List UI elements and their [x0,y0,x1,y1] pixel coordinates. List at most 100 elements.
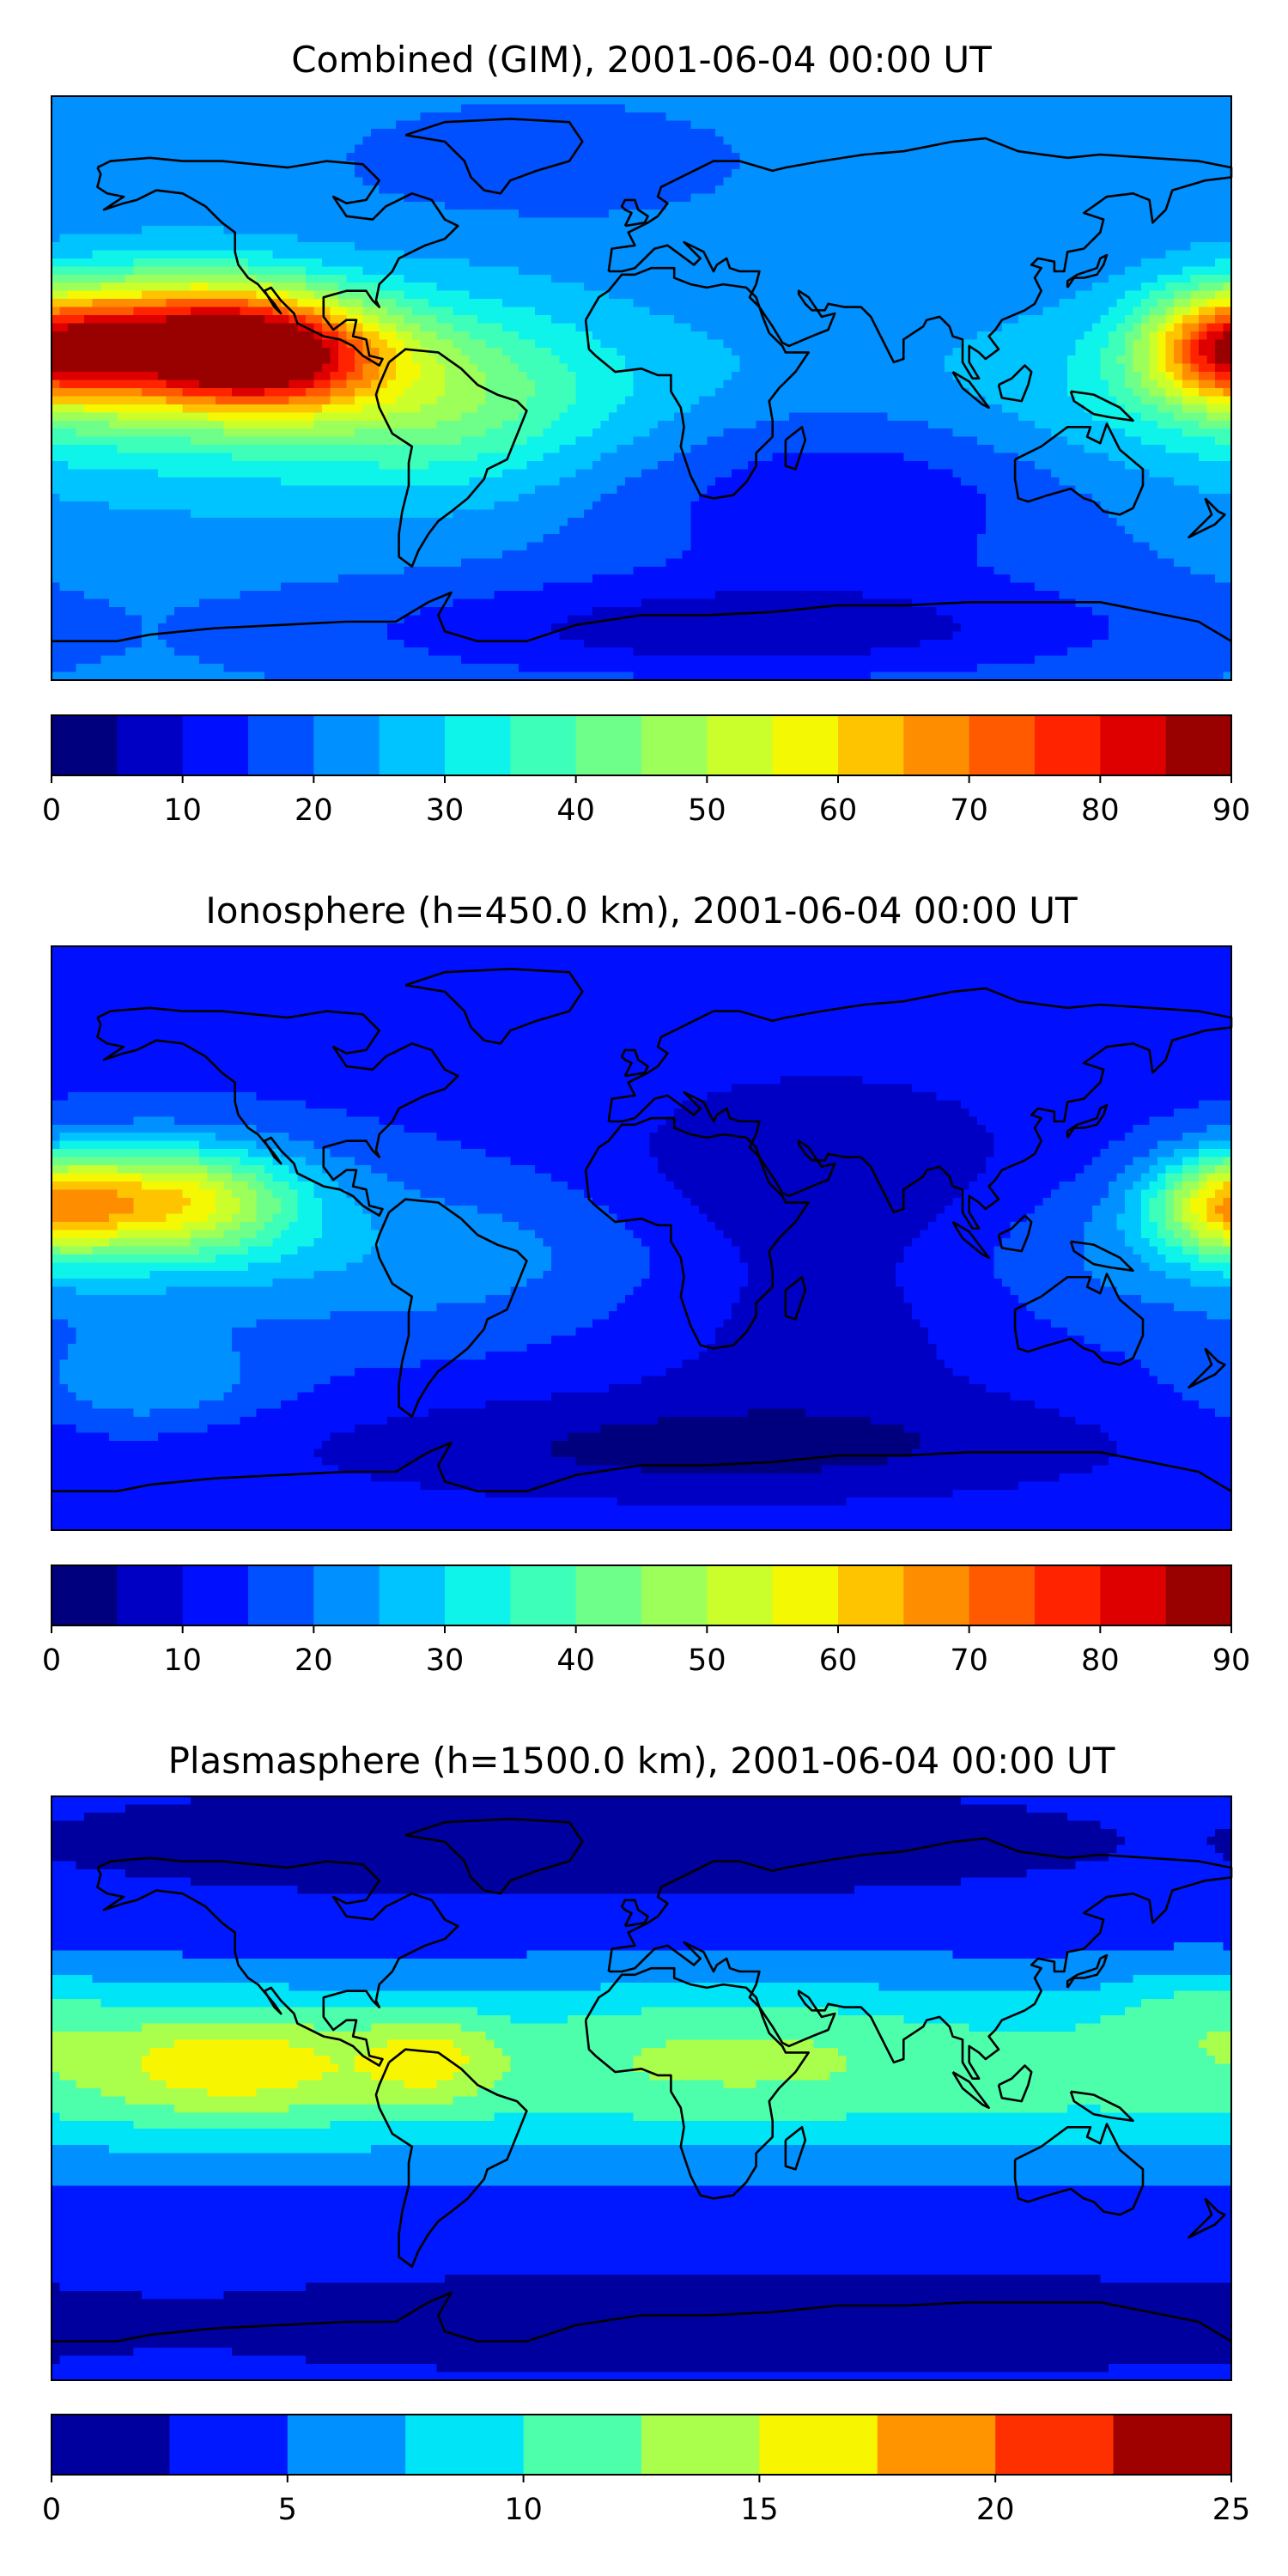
contour-cell [404,372,413,381]
contour-cell [1141,355,1151,365]
contour-cell [256,112,265,121]
contour-cell [1042,193,1052,203]
contour-cell [387,226,397,235]
contour-cell [1067,266,1077,276]
contour-cell [76,144,85,154]
contour-cell [272,153,282,162]
contour-cell [518,372,528,381]
contour-cell [1116,128,1126,137]
contour-cell [903,250,913,259]
contour-cell [846,177,855,186]
contour-cell [485,299,495,308]
contour-cell [895,137,904,146]
contour-cell [76,169,85,179]
contour-cell [494,161,503,170]
contour-cell [1100,347,1109,356]
contour-cell [198,144,208,154]
contour-cell [707,210,716,219]
contour-cell [1035,234,1044,243]
contour-cell [936,104,945,113]
contour-cell [395,274,404,283]
contour-cell [1051,120,1060,130]
contour-cell [92,242,101,252]
contour-cell [337,96,348,106]
contour-cell [772,185,781,194]
contour-cell [1141,112,1151,121]
contour-cell [526,290,536,300]
contour-cell [346,153,355,162]
contour-cell [76,161,85,170]
contour-cell [518,226,528,235]
contour-cell [1182,274,1191,283]
contour-cell [1214,274,1224,283]
contour-cell [436,347,446,356]
contour-cell [993,250,1003,259]
contour-cell [117,363,126,373]
contour-cell [649,161,659,170]
contour-cell [1108,242,1118,252]
contour-cell [821,226,831,235]
contour-cell [1124,250,1134,259]
contour-cell [133,315,143,325]
contour-cell [707,307,716,316]
contour-cell [961,331,970,340]
contour-cell [1084,104,1093,113]
contour-cell [665,210,675,219]
contour-cell [781,193,790,203]
contour-cell [141,347,151,356]
contour-cell [961,226,970,235]
contour-cell [494,250,503,259]
contour-cell [436,258,446,267]
contour-cell [297,242,307,252]
contour-cell [764,331,774,340]
contour-cell [1223,177,1232,186]
contour-cell [952,144,962,154]
contour-cell [1075,315,1084,325]
contour-cell [1124,193,1134,203]
contour-cell [510,137,519,146]
contour-cell [174,274,184,283]
contour-cell [108,193,118,203]
contour-cell [1149,290,1158,300]
contour-cell [756,185,765,194]
contour-cell [1190,266,1200,276]
contour-cell [1035,339,1044,349]
contour-cell [1223,258,1232,267]
contour-cell [1010,315,1019,325]
contour-cell [945,315,954,325]
contour-cell [1116,347,1126,356]
contour-cell [305,128,314,137]
contour-cell [297,331,307,340]
contour-cell [330,128,339,137]
contour-cell [952,217,962,227]
contour-cell [1149,299,1158,308]
contour-cell [895,234,904,243]
contour-cell [1059,144,1068,154]
contour-cell [166,315,175,325]
contour-cell [1174,161,1183,170]
contour-cell [911,250,921,259]
contour-cell [878,161,888,170]
contour-cell [658,128,667,137]
contour-cell [182,307,191,316]
contour-cell [518,153,528,162]
contour-cell [592,315,601,325]
contour-cell [1035,137,1044,146]
contour-cell [1026,137,1036,146]
contour-cell [756,363,765,373]
contour-cell [690,307,700,316]
contour-cell [1091,355,1101,365]
contour-cell [68,112,77,121]
contour-cell [592,104,601,113]
contour-cell [355,266,364,276]
contour-cell [1042,185,1052,194]
contour-cell [682,144,691,154]
contour-cell [649,226,659,235]
contour-cell [141,315,151,325]
contour-cell [117,315,126,325]
contour-cell [788,283,798,292]
contour-cell [371,258,380,267]
contour-cell [961,96,970,106]
contour-cell [337,331,348,340]
contour-cell [337,217,348,227]
